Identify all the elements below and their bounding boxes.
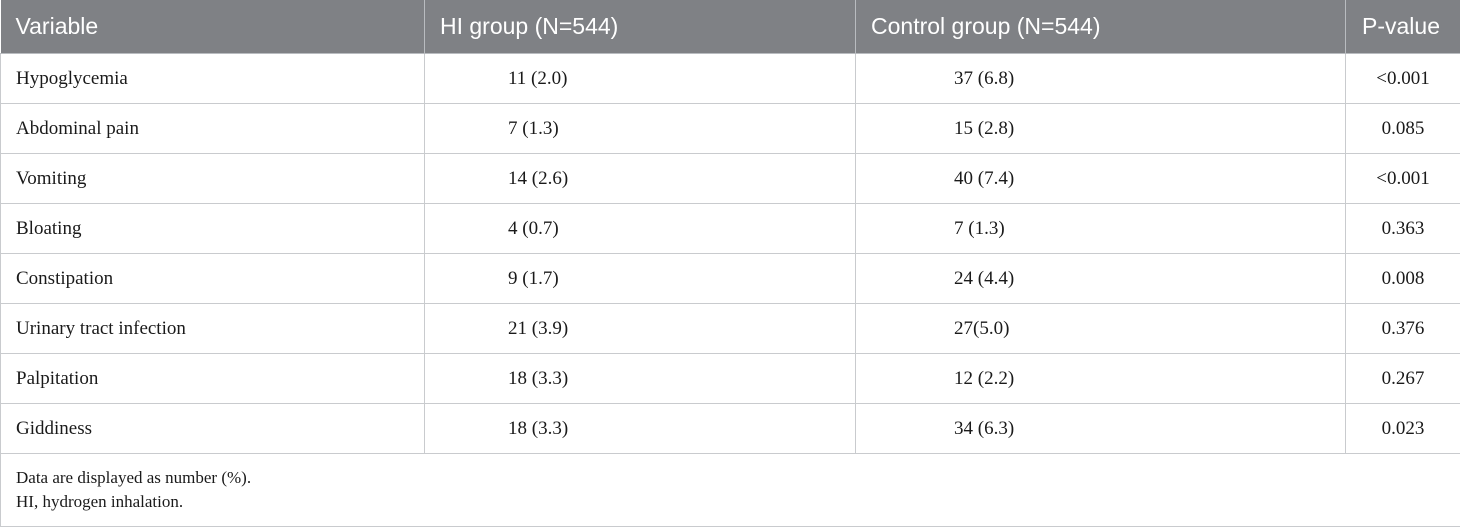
cell-control: 24 (4.4) xyxy=(856,254,1346,304)
header-variable: Variable xyxy=(1,0,425,54)
cell-control: 37 (6.8) xyxy=(856,54,1346,104)
cell-control: 15 (2.8) xyxy=(856,104,1346,154)
header-p-value: P-value xyxy=(1346,0,1460,54)
cell-hi: 7 (1.3) xyxy=(425,104,856,154)
footnote-data-format: Data are displayed as number (%). xyxy=(16,466,1445,490)
cell-variable: Vomiting xyxy=(1,154,425,204)
cell-hi: 18 (3.3) xyxy=(425,354,856,404)
header-row: Variable HI group (N=544) Control group … xyxy=(1,0,1460,54)
footnote-row: Data are displayed as number (%). HI, hy… xyxy=(1,454,1460,527)
table-row: Vomiting 14 (2.6) 40 (7.4) <0.001 xyxy=(1,154,1460,204)
cell-variable: Bloating xyxy=(1,204,425,254)
table-row: Abdominal pain 7 (1.3) 15 (2.8) 0.085 xyxy=(1,104,1460,154)
cell-hi: 11 (2.0) xyxy=(425,54,856,104)
cell-variable: Hypoglycemia xyxy=(1,54,425,104)
cell-p-value: <0.001 xyxy=(1346,54,1460,104)
header-hi-group: HI group (N=544) xyxy=(425,0,856,54)
table-header: Variable HI group (N=544) Control group … xyxy=(1,0,1460,54)
table-footer: Data are displayed as number (%). HI, hy… xyxy=(1,454,1460,527)
table-row: Bloating 4 (0.7) 7 (1.3) 0.363 xyxy=(1,204,1460,254)
cell-control: 12 (2.2) xyxy=(856,354,1346,404)
table-row: Hypoglycemia 11 (2.0) 37 (6.8) <0.001 xyxy=(1,54,1460,104)
table-body: Hypoglycemia 11 (2.0) 37 (6.8) <0.001 Ab… xyxy=(1,54,1460,454)
cell-control: 7 (1.3) xyxy=(856,204,1346,254)
table-row: Constipation 9 (1.7) 24 (4.4) 0.008 xyxy=(1,254,1460,304)
cell-variable: Giddiness xyxy=(1,404,425,454)
cell-hi: 18 (3.3) xyxy=(425,404,856,454)
table-row: Urinary tract infection 21 (3.9) 27(5.0)… xyxy=(1,304,1460,354)
cell-hi: 21 (3.9) xyxy=(425,304,856,354)
cell-hi: 9 (1.7) xyxy=(425,254,856,304)
header-control-group: Control group (N=544) xyxy=(856,0,1346,54)
table-row: Palpitation 18 (3.3) 12 (2.2) 0.267 xyxy=(1,354,1460,404)
cell-p-value: <0.001 xyxy=(1346,154,1460,204)
footnote-abbreviation: HI, hydrogen inhalation. xyxy=(16,490,1445,514)
cell-p-value: 0.085 xyxy=(1346,104,1460,154)
cell-hi: 4 (0.7) xyxy=(425,204,856,254)
cell-p-value: 0.376 xyxy=(1346,304,1460,354)
cell-control: 27(5.0) xyxy=(856,304,1346,354)
cell-p-value: 0.008 xyxy=(1346,254,1460,304)
cell-variable: Urinary tract infection xyxy=(1,304,425,354)
table-row: Giddiness 18 (3.3) 34 (6.3) 0.023 xyxy=(1,404,1460,454)
cell-p-value: 0.363 xyxy=(1346,204,1460,254)
cell-variable: Palpitation xyxy=(1,354,425,404)
cell-variable: Abdominal pain xyxy=(1,104,425,154)
cell-p-value: 0.023 xyxy=(1346,404,1460,454)
cell-hi: 14 (2.6) xyxy=(425,154,856,204)
cell-control: 34 (6.3) xyxy=(856,404,1346,454)
footnote-cell: Data are displayed as number (%). HI, hy… xyxy=(1,454,1460,527)
cell-variable: Constipation xyxy=(1,254,425,304)
cell-control: 40 (7.4) xyxy=(856,154,1346,204)
cell-p-value: 0.267 xyxy=(1346,354,1460,404)
